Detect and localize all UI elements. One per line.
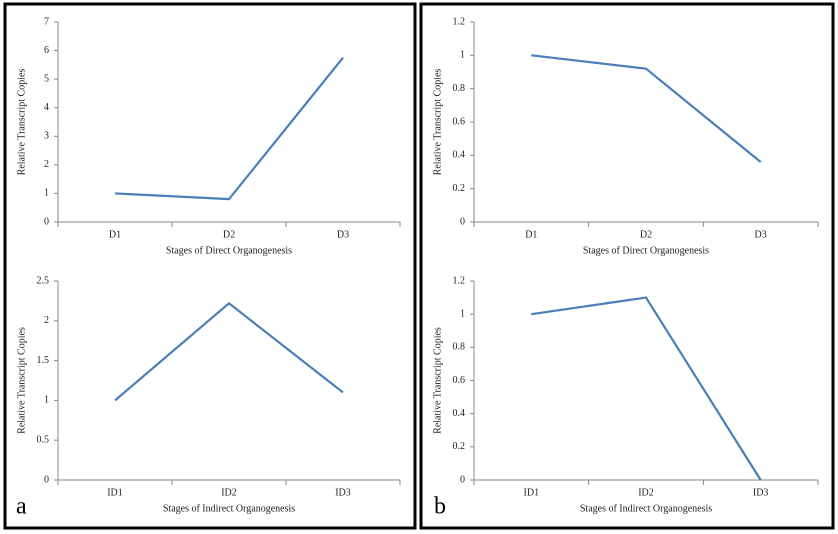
y-tick-label: 7 <box>44 16 49 27</box>
y-tick-label: 3 <box>44 131 49 142</box>
data-line <box>531 54 762 163</box>
x-tick-label: D2 <box>223 229 235 240</box>
y-tick-label: 1 <box>44 188 49 199</box>
x-tick-label: D1 <box>109 229 121 240</box>
y-axis-label: Relative Transcript Copies <box>432 327 443 434</box>
y-tick-label: 0.4 <box>453 408 466 419</box>
x-tick-label: ID3 <box>335 487 351 498</box>
x-tick-label: ID1 <box>107 487 123 498</box>
y-tick-label: 0.8 <box>453 83 466 94</box>
x-tick-label: ID3 <box>753 487 769 498</box>
y-axis-label: Relative Transcript Copies <box>432 69 443 176</box>
y-axis-label: Relative Transcript Copies <box>16 327 27 434</box>
y-tick-label: 2 <box>44 159 49 170</box>
y-tick-label: 0 <box>460 474 465 485</box>
y-tick-label: 2.5 <box>37 275 50 286</box>
x-tick-label: D3 <box>337 229 349 240</box>
x-tick-label: D1 <box>525 229 537 240</box>
y-tick-label: 0.6 <box>453 116 466 127</box>
y-tick-label: 1.2 <box>453 275 466 286</box>
y-tick-label: 4 <box>44 102 49 113</box>
panel-label: a <box>16 494 27 520</box>
y-tick-label: 0.2 <box>453 183 466 194</box>
y-tick-label: 0.4 <box>453 150 466 161</box>
y-tick-label: 0.8 <box>453 342 466 353</box>
y-tick-label: 1 <box>44 395 49 406</box>
y-axis-label: Relative Transcript Copies <box>16 69 27 176</box>
y-tick-label: 0 <box>44 474 49 485</box>
y-tick-label: 1 <box>460 50 465 61</box>
x-tick-label: D3 <box>755 229 767 240</box>
data-line <box>531 296 762 481</box>
x-tick-label: D2 <box>640 229 652 240</box>
y-tick-label: 5 <box>44 73 49 84</box>
y-tick-label: 0 <box>460 216 465 227</box>
y-tick-label: 6 <box>44 45 49 56</box>
y-tick-label: 2 <box>44 315 49 326</box>
y-tick-label: 0 <box>44 216 49 227</box>
y-tick-label: 1.2 <box>453 16 466 27</box>
panel-frame <box>3 2 417 530</box>
y-tick-label: 1 <box>460 308 465 319</box>
x-tick-label: ID1 <box>524 487 540 498</box>
x-axis-label: Stages of Direct Organogenesis <box>166 245 292 256</box>
x-axis-label: Stages of Direct Organogenesis <box>583 245 709 256</box>
y-tick-label: 0.2 <box>453 441 466 452</box>
x-tick-label: ID2 <box>638 487 654 498</box>
y-tick-label: 1.5 <box>37 355 50 366</box>
x-axis-label: Stages of Indirect Organogenesis <box>163 503 295 514</box>
x-tick-label: ID2 <box>221 487 237 498</box>
y-tick-label: 0.5 <box>37 434 50 445</box>
x-axis-label: Stages of Indirect Organogenesis <box>580 503 712 514</box>
panel-label: b <box>434 494 446 520</box>
data-line <box>114 57 344 201</box>
panel-frame <box>419 2 835 530</box>
y-tick-label: 0.6 <box>453 375 466 386</box>
data-line <box>114 301 344 402</box>
